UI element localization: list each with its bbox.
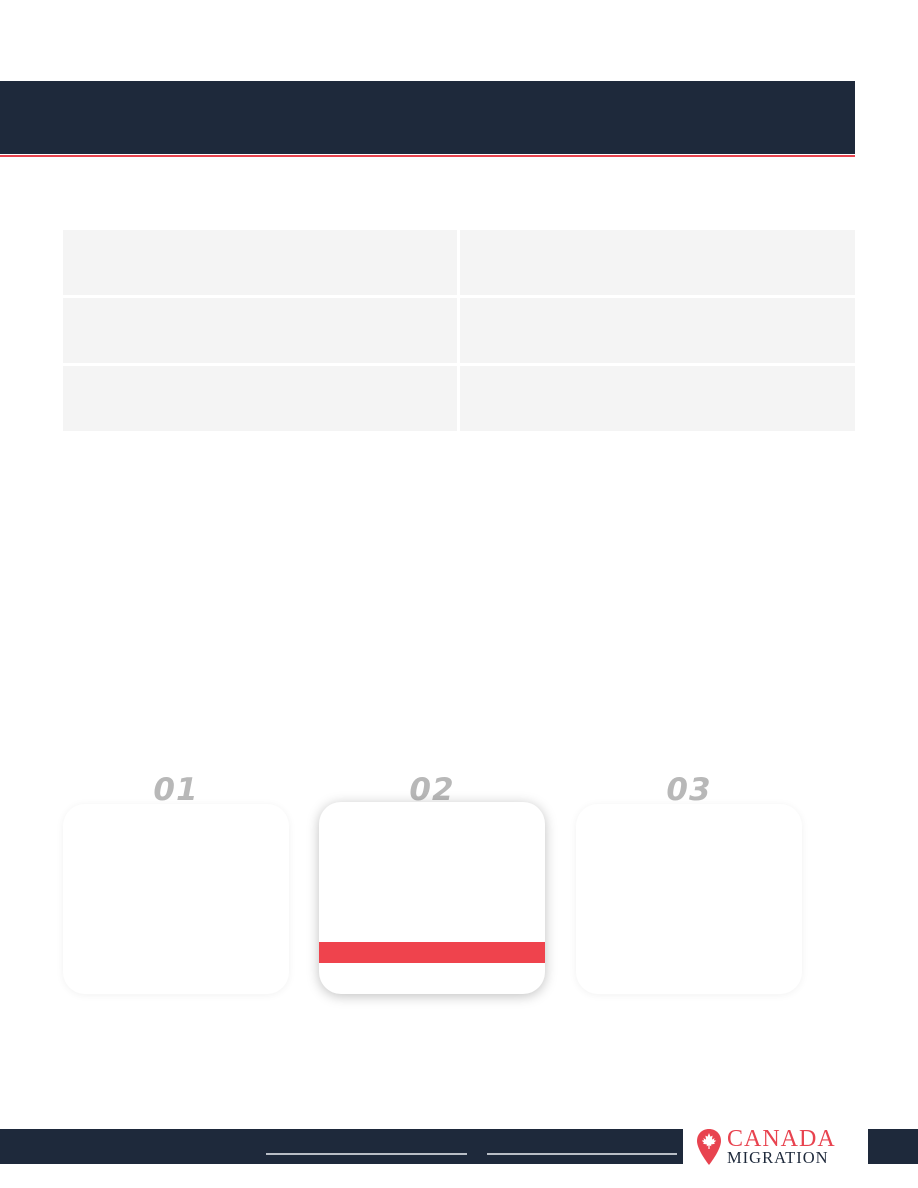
maple-leaf-pin-icon	[697, 1129, 721, 1165]
table-cell	[460, 366, 855, 431]
logo-wordmark-line-1: CANADA	[727, 1126, 836, 1152]
table-cell	[460, 230, 855, 295]
info-table	[63, 230, 855, 434]
step-card-3	[576, 804, 802, 994]
table-row	[63, 230, 855, 295]
table-row	[63, 298, 855, 363]
header-band	[0, 81, 855, 154]
step-number-3: 03	[666, 772, 712, 808]
table-cell	[63, 366, 457, 431]
table-row	[63, 366, 855, 431]
table-cell	[63, 230, 457, 295]
footer-divider-line	[266, 1153, 467, 1155]
brand-logo: CANADA MIGRATION	[696, 1127, 856, 1167]
footer-divider-line	[487, 1153, 677, 1155]
header-accent-line	[0, 155, 855, 157]
step-card-2	[319, 802, 545, 994]
card-accent-bar	[319, 942, 545, 963]
table-cell	[460, 298, 855, 363]
step-number-1: 01	[153, 772, 199, 808]
table-cell	[63, 298, 457, 363]
logo-wordmark-line-2: MIGRATION	[727, 1148, 829, 1167]
step-card-1	[63, 804, 289, 994]
